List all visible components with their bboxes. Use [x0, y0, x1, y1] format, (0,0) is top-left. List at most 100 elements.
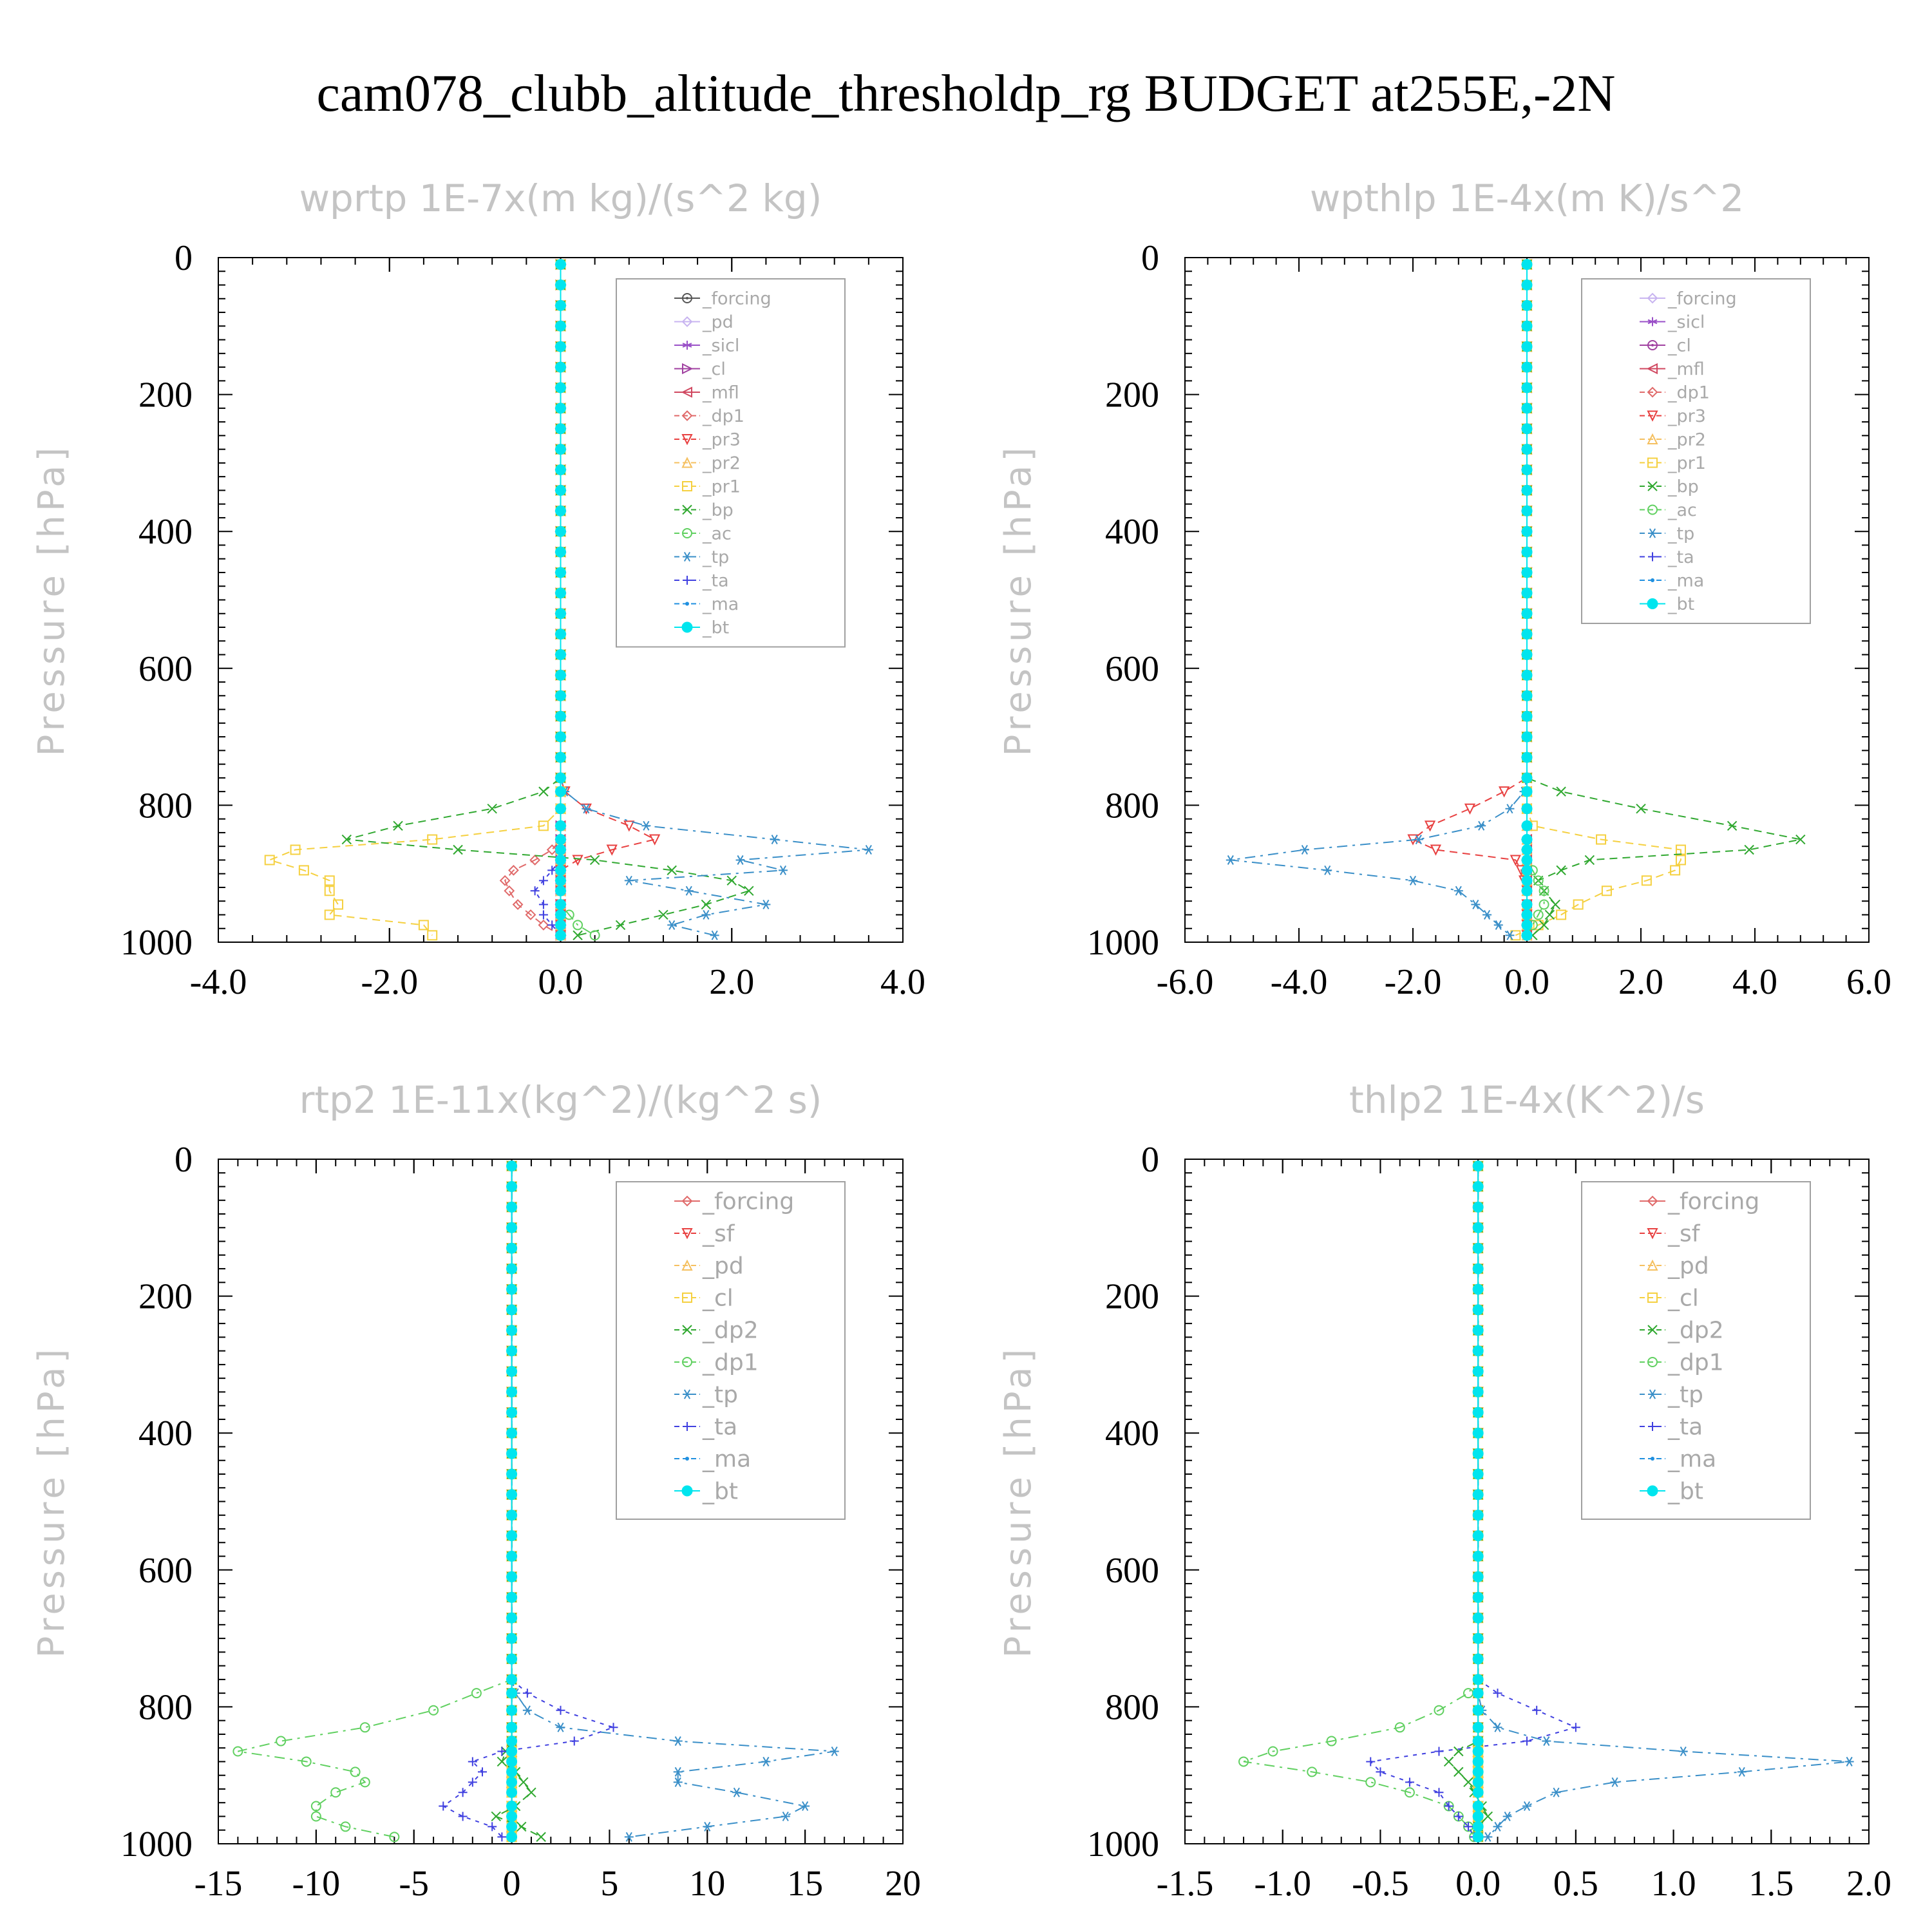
data-point: [1521, 885, 1533, 896]
legend-label: _sf: [702, 1221, 735, 1247]
data-point: [1521, 854, 1533, 866]
y-tick-label: 200: [1105, 1277, 1159, 1317]
data-point: [1472, 1489, 1484, 1501]
data-point: [1522, 1736, 1531, 1746]
legend-label: _pr2: [1667, 430, 1706, 450]
legend-label: _sf: [1667, 1221, 1701, 1247]
data-point: [555, 885, 566, 896]
data-point: [1472, 1674, 1484, 1685]
legend-marker: [683, 576, 692, 585]
data-point: [427, 834, 438, 845]
legend-item: _ta: [674, 1414, 737, 1441]
data-point: [276, 1736, 287, 1747]
data-point: [1521, 919, 1533, 931]
data-point: [1472, 1304, 1484, 1316]
legend-label: _bp: [702, 500, 734, 520]
legend-label: _ta: [702, 1414, 737, 1441]
y-tick-label: 600: [138, 649, 193, 689]
data-point: [506, 1831, 518, 1842]
data-point: [1472, 1821, 1484, 1832]
data-point: [1521, 382, 1533, 393]
legend-marker: [1647, 504, 1658, 515]
data-point: [701, 909, 711, 920]
legend-label: _dp2: [702, 1318, 759, 1344]
y-axis-label: Pressure [hPa]: [31, 444, 73, 757]
data-point: [1493, 1689, 1502, 1698]
data-point: [624, 875, 634, 886]
legend-item: _tp: [674, 1382, 738, 1408]
data-point: [1472, 1653, 1484, 1665]
data-point: [504, 885, 515, 896]
data-point: [1670, 865, 1681, 876]
legend-marker: [1647, 457, 1658, 468]
data-point: [555, 526, 566, 537]
legend-marker: [1647, 433, 1658, 444]
data-point: [526, 1787, 536, 1797]
data-point: [555, 299, 566, 311]
data-point: [506, 1653, 518, 1665]
data-point: [1463, 1822, 1473, 1832]
data-point: [324, 886, 335, 896]
data-point: [1550, 899, 1560, 910]
data-point: [1472, 1612, 1484, 1624]
data-point: [555, 919, 566, 931]
data-point: [641, 820, 651, 831]
legend-marker: [681, 386, 692, 398]
y-axis-label: Pressure [hPa]: [998, 1345, 1039, 1658]
data-point: [471, 1688, 482, 1699]
legend-item: _sicl: [1640, 312, 1705, 332]
x-tick-label: -15: [194, 1864, 243, 1904]
data-point: [781, 1811, 790, 1821]
data-point: [538, 910, 548, 920]
data-point: [1521, 929, 1533, 941]
legend-label: _cl: [702, 1285, 734, 1312]
legend-label: _tp: [1667, 524, 1694, 544]
legend-label: _dp1: [1667, 1350, 1724, 1376]
data-point: [341, 834, 352, 845]
legend-label: _cl: [1667, 1285, 1699, 1312]
data-point: [1404, 1787, 1415, 1798]
data-point: [1510, 855, 1521, 866]
data-point: [829, 1746, 839, 1757]
data-point: [1521, 423, 1533, 435]
legend-item: _bt: [1640, 594, 1694, 614]
legend-item: _ac: [674, 524, 732, 544]
legend: _forcing _sf _pd _cl _dp2 _dp1 _tp _ta _ma _bt: [616, 1181, 846, 1520]
series-markers-bt: [1521, 259, 1533, 941]
legend-marker: [685, 601, 689, 606]
legend-item: _pr1: [674, 477, 741, 497]
legend-label: _pr3: [702, 430, 741, 450]
data-point: [1430, 844, 1442, 856]
data-point: [555, 567, 566, 578]
data-point: [555, 803, 566, 815]
data-point: [512, 899, 524, 910]
data-point: [1521, 731, 1533, 743]
legend-label: _forcing: [1667, 1189, 1759, 1215]
data-point: [1521, 464, 1533, 476]
data-point: [1472, 1427, 1484, 1439]
data-point: [1463, 1777, 1473, 1788]
legend-marker: [1646, 363, 1658, 375]
series-line-pr3: [1412, 264, 1528, 936]
data-point: [684, 886, 694, 896]
data-point: [506, 1721, 518, 1733]
data-point: [506, 1427, 518, 1439]
data-point: [298, 865, 309, 876]
data-point: [1521, 279, 1533, 291]
legend-item: _pd: [674, 312, 734, 332]
legend-marker: [682, 1325, 692, 1335]
data-point: [1551, 1787, 1561, 1797]
legend-item: _dp1: [1640, 383, 1710, 402]
data-point: [658, 909, 668, 920]
data-point: [506, 1705, 518, 1716]
series-group: [232, 1160, 839, 1843]
data-point: [649, 834, 661, 846]
x-tick-label: 6.0: [1846, 962, 1891, 1002]
legend-marker: [1647, 386, 1658, 398]
legend-marker: [1648, 552, 1657, 562]
data-point: [389, 1832, 400, 1842]
data-point: [555, 899, 566, 911]
x-tick-label: 2.0: [709, 962, 754, 1002]
series-line-dp1: [1243, 1166, 1479, 1837]
x-tick-label: -2.0: [361, 962, 418, 1002]
